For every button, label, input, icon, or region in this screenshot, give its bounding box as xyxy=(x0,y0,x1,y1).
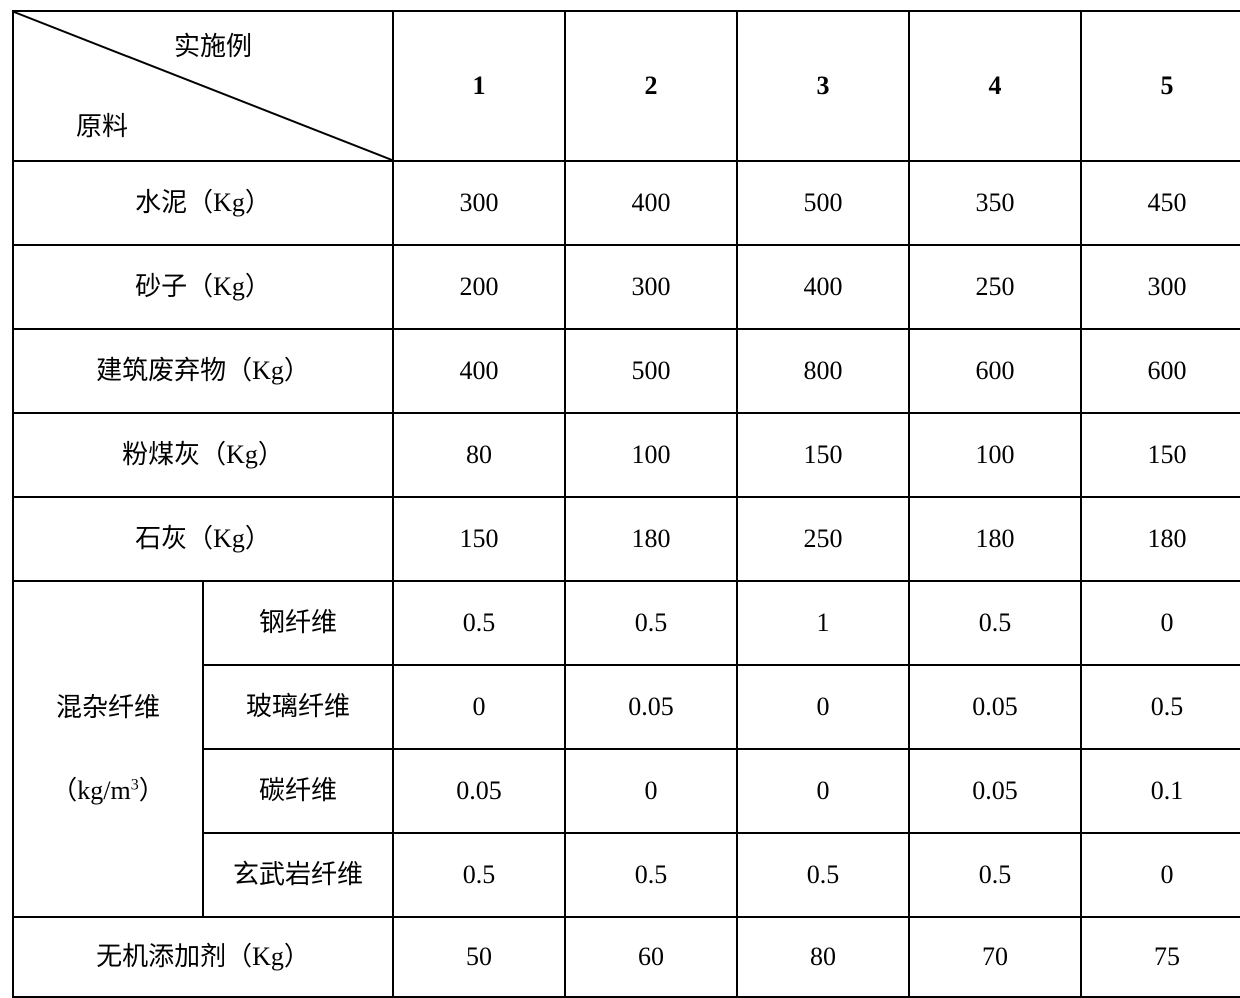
cell: 80 xyxy=(393,413,565,497)
fiber-row-label: 玄武岩纤维 xyxy=(203,833,393,917)
cell: 0.5 xyxy=(737,833,909,917)
cell: 0.5 xyxy=(565,833,737,917)
cell: 0 xyxy=(1081,833,1240,917)
cell: 100 xyxy=(909,413,1081,497)
cell: 100 xyxy=(565,413,737,497)
cell: 300 xyxy=(565,245,737,329)
row-label: 水泥（Kg） xyxy=(13,161,393,245)
header-diagonal-cell: 实施例 原料 xyxy=(13,11,393,161)
cell: 300 xyxy=(393,161,565,245)
cell: 0.5 xyxy=(1081,665,1240,749)
header-top-label: 实施例 xyxy=(174,26,252,68)
cell: 0.05 xyxy=(909,749,1081,833)
cell: 0.5 xyxy=(565,581,737,665)
materials-table: 实施例 原料 1 2 3 4 5 水泥（Kg） 300 400 500 350 … xyxy=(12,10,1240,998)
cell: 400 xyxy=(393,329,565,413)
fiber-unit-pre: （kg/m xyxy=(51,776,130,805)
row-label: 石灰（Kg） xyxy=(13,497,393,581)
cell: 80 xyxy=(737,917,909,997)
cell: 150 xyxy=(737,413,909,497)
table-row: 混杂纤维 （kg/m3） 钢纤维 0.5 0.5 1 0.5 0 xyxy=(13,581,1240,665)
cell: 600 xyxy=(909,329,1081,413)
cell: 400 xyxy=(565,161,737,245)
cell: 180 xyxy=(909,497,1081,581)
header-bottom-label: 原料 xyxy=(76,106,128,148)
table-row: 无机添加剂（Kg） 50 60 80 70 75 xyxy=(13,917,1240,997)
cell: 0.05 xyxy=(565,665,737,749)
row-label: 粉煤灰（Kg） xyxy=(13,413,393,497)
col-header-3: 3 xyxy=(737,11,909,161)
table-row: 石灰（Kg） 150 180 250 180 180 xyxy=(13,497,1240,581)
table-row: 粉煤灰（Kg） 80 100 150 100 150 xyxy=(13,413,1240,497)
fiber-row-label: 钢纤维 xyxy=(203,581,393,665)
cell: 50 xyxy=(393,917,565,997)
cell: 0.5 xyxy=(909,833,1081,917)
cell: 0 xyxy=(393,665,565,749)
cell: 0.05 xyxy=(393,749,565,833)
cell: 500 xyxy=(737,161,909,245)
cell: 0 xyxy=(737,665,909,749)
cell: 500 xyxy=(565,329,737,413)
cell: 350 xyxy=(909,161,1081,245)
cell: 250 xyxy=(737,497,909,581)
cell: 180 xyxy=(565,497,737,581)
col-header-4: 4 xyxy=(909,11,1081,161)
cell: 0.5 xyxy=(393,833,565,917)
col-header-2: 2 xyxy=(565,11,737,161)
cell: 0.1 xyxy=(1081,749,1240,833)
cell: 200 xyxy=(393,245,565,329)
cell: 150 xyxy=(1081,413,1240,497)
cell: 60 xyxy=(565,917,737,997)
cell: 0.5 xyxy=(393,581,565,665)
cell: 0 xyxy=(565,749,737,833)
cell: 600 xyxy=(1081,329,1240,413)
cell: 400 xyxy=(737,245,909,329)
fiber-group-text: 混杂纤维 xyxy=(56,693,160,722)
cell: 70 xyxy=(909,917,1081,997)
table-row: 砂子（Kg） 200 300 400 250 300 xyxy=(13,245,1240,329)
col-header-1: 1 xyxy=(393,11,565,161)
cell: 450 xyxy=(1081,161,1240,245)
row-label: 无机添加剂（Kg） xyxy=(13,917,393,997)
header-row: 实施例 原料 1 2 3 4 5 xyxy=(13,11,1240,161)
cell: 800 xyxy=(737,329,909,413)
row-label: 砂子（Kg） xyxy=(13,245,393,329)
cell: 0 xyxy=(1081,581,1240,665)
cell: 150 xyxy=(393,497,565,581)
cell: 0 xyxy=(737,749,909,833)
cell: 0.5 xyxy=(909,581,1081,665)
cell: 180 xyxy=(1081,497,1240,581)
cell: 300 xyxy=(1081,245,1240,329)
col-header-5: 5 xyxy=(1081,11,1240,161)
fiber-row-label: 碳纤维 xyxy=(203,749,393,833)
table-row: 建筑废弃物（Kg） 400 500 800 600 600 xyxy=(13,329,1240,413)
fiber-group-label: 混杂纤维 （kg/m3） xyxy=(13,581,203,917)
fiber-row-label: 玻璃纤维 xyxy=(203,665,393,749)
cell: 0.05 xyxy=(909,665,1081,749)
cell: 75 xyxy=(1081,917,1240,997)
table-row: 水泥（Kg） 300 400 500 350 450 xyxy=(13,161,1240,245)
cell: 250 xyxy=(909,245,1081,329)
cell: 1 xyxy=(737,581,909,665)
row-label: 建筑废弃物（Kg） xyxy=(13,329,393,413)
fiber-unit-sup: 3 xyxy=(131,776,139,793)
fiber-unit-post: ） xyxy=(139,776,165,805)
